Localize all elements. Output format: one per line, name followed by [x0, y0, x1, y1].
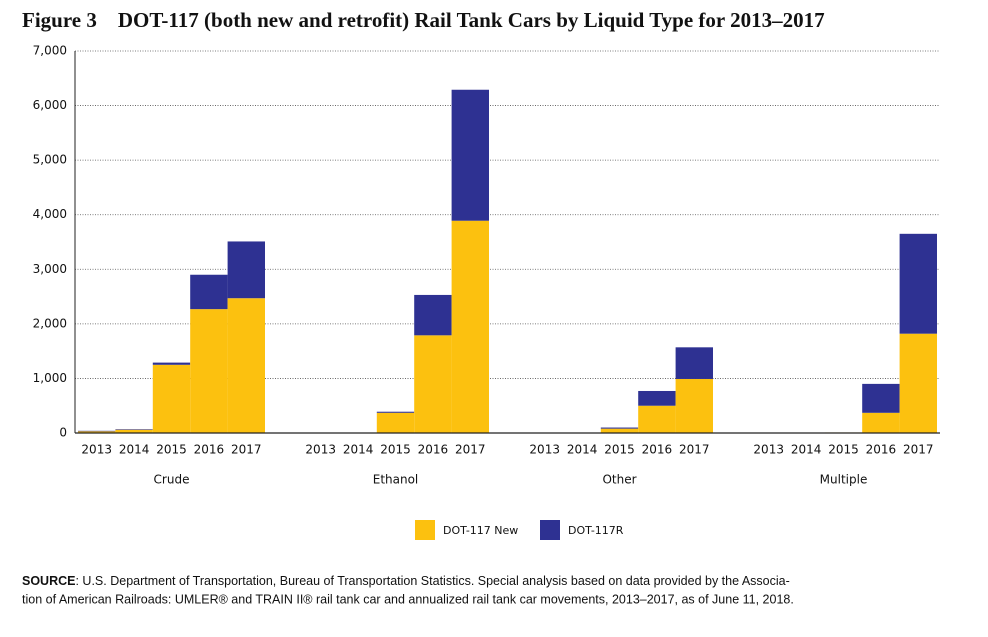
x-tick-label: 2015 [828, 443, 859, 457]
bar-segment [600, 427, 639, 429]
legend-label: DOT-117 New [443, 524, 518, 537]
legend-label: DOT-117R [568, 524, 624, 537]
x-tick-label: 2017 [679, 443, 710, 457]
bar-segment [638, 405, 676, 433]
y-tick-label: 2,000 [33, 316, 67, 330]
bar-segment [638, 390, 676, 406]
legend-swatch [540, 520, 560, 540]
bar-segment [899, 333, 937, 433]
bar-segment [899, 233, 937, 334]
group-label: Other [602, 473, 636, 487]
x-tick-label: 2017 [455, 443, 486, 457]
x-tick-label: 2015 [604, 443, 635, 457]
bar-segment [190, 274, 228, 310]
chart-title: Figure 3 DOT-117 (both new and retrofit)… [22, 8, 825, 32]
x-tick-label: 2016 [418, 443, 449, 457]
x-tick-label: 2016 [194, 443, 225, 457]
bar-segment [600, 428, 639, 433]
x-tick-label: 2014 [343, 443, 374, 457]
bar-segment [451, 89, 489, 221]
bar-segment [227, 298, 265, 433]
bar-segment [152, 364, 191, 433]
bar-segment [414, 335, 452, 433]
bar-segment [152, 362, 191, 365]
bar-segment [675, 378, 713, 433]
x-tick-label: 2013 [305, 443, 336, 457]
bar-segment [862, 383, 900, 413]
x-tick-label: 2014 [119, 443, 150, 457]
x-tick-label: 2014 [567, 443, 598, 457]
bar-segment [78, 430, 116, 432]
bar-segment [190, 309, 228, 433]
x-tick-label: 2017 [903, 443, 934, 457]
bar-segment [115, 429, 153, 430]
x-tick-label: 2013 [753, 443, 784, 457]
y-tick-label: 3,000 [33, 262, 67, 276]
bar-segment [376, 412, 415, 433]
y-tick-label: 1,000 [33, 371, 67, 385]
x-tick-label: 2014 [791, 443, 822, 457]
x-tick-label: 2013 [529, 443, 560, 457]
bar-segment [451, 220, 489, 433]
source-text: : U.S. Department of Transportation, Bur… [75, 574, 789, 588]
group-label: Multiple [820, 473, 868, 487]
bar-segment [675, 347, 713, 379]
x-tick-label: 2013 [81, 443, 112, 457]
y-tick-label: 7,000 [33, 44, 67, 58]
bar-segment [78, 431, 116, 433]
bar-segment [227, 241, 265, 299]
source: SOURCE: U.S. Department of Transportatio… [22, 574, 790, 588]
y-tick-label: 5,000 [33, 153, 67, 167]
group-label: Crude [154, 473, 190, 487]
bar-segment [862, 412, 900, 433]
bar-segment [414, 294, 452, 336]
x-tick-label: 2016 [866, 443, 897, 457]
x-tick-label: 2017 [231, 443, 262, 457]
x-tick-label: 2015 [380, 443, 411, 457]
source-label: SOURCE [22, 574, 75, 588]
group-label: Ethanol [373, 473, 419, 487]
x-tick-label: 2015 [156, 443, 187, 457]
legend-swatch [415, 520, 435, 540]
y-tick-label: 6,000 [33, 98, 67, 112]
bar-segment [376, 411, 415, 413]
x-tick-label: 2016 [642, 443, 673, 457]
bar-segment [115, 429, 153, 433]
source-text: tion of American Railroads: UMLER® and T… [22, 592, 794, 606]
y-tick-label: 4,000 [33, 207, 67, 221]
y-tick-label: 0 [59, 426, 67, 440]
